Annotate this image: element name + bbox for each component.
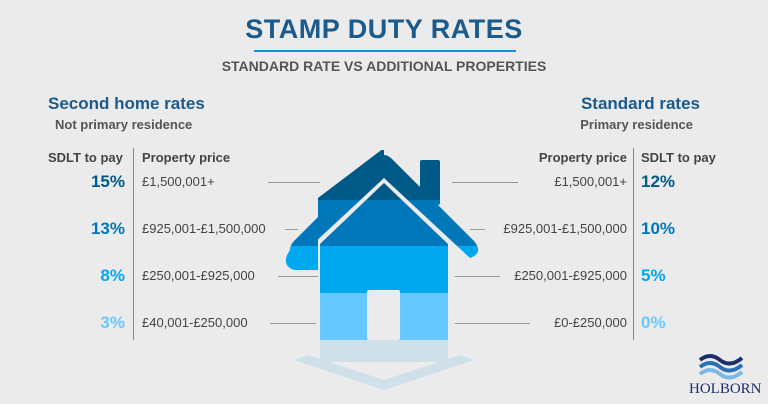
holborn-logo-icon [698,354,744,380]
right-leader-line [455,276,500,277]
right-divider [633,148,634,340]
left-price: £925,001-£1,500,000 [142,221,266,236]
left-col-price: Property price [142,150,231,165]
left-price: £250,001-£925,000 [142,268,255,283]
door [367,290,400,340]
right-price: £0-£250,000 [553,315,627,330]
left-col-rate: SDLT to pay [48,150,123,165]
right-col-price: Property price [538,150,627,165]
left-leader-line [268,182,320,183]
left-rate: 15% [90,172,125,191]
right-rate: 0% [641,313,666,332]
left-heading: Second home rates [48,94,205,113]
left-subheading: Not primary residence [55,117,193,132]
right-leader-line [470,229,485,230]
right-heading: Standard rates [580,94,700,113]
right-price: £250,001-£925,000 [514,268,627,283]
left-leader-line [270,323,316,324]
page-title: STAMP DUTY RATES [245,14,523,44]
right-rate: 10% [641,219,676,238]
right-col-rate: SDLT to pay [641,150,716,165]
page-subtitle: STANDARD RATE VS ADDITIONAL PROPERTIES [221,58,547,74]
right-leader-line [452,182,518,183]
band-1 [285,150,479,200]
left-rate: 3% [100,313,125,332]
right-subheading: Primary residence [580,117,693,132]
right-rate: 5% [641,266,666,285]
band-2 [285,200,479,246]
house-illustration [285,150,479,390]
title-underline [254,50,516,52]
right-price: £1,500,001+ [554,174,627,189]
band-3 [285,246,479,293]
left-leader-line [278,276,318,277]
left-price: £1,500,001+ [142,174,215,189]
left-divider [133,148,134,340]
left-leader-line [285,229,298,230]
right-leader-line [455,323,530,324]
holborn-logo-text: HOLBORN [689,381,762,397]
right-price: £925,001-£1,500,000 [503,221,627,236]
left-rate: 13% [90,219,125,238]
left-price: £40,001-£250,000 [142,315,248,330]
left-rate: 8% [100,266,125,285]
right-rate: 12% [641,172,676,191]
